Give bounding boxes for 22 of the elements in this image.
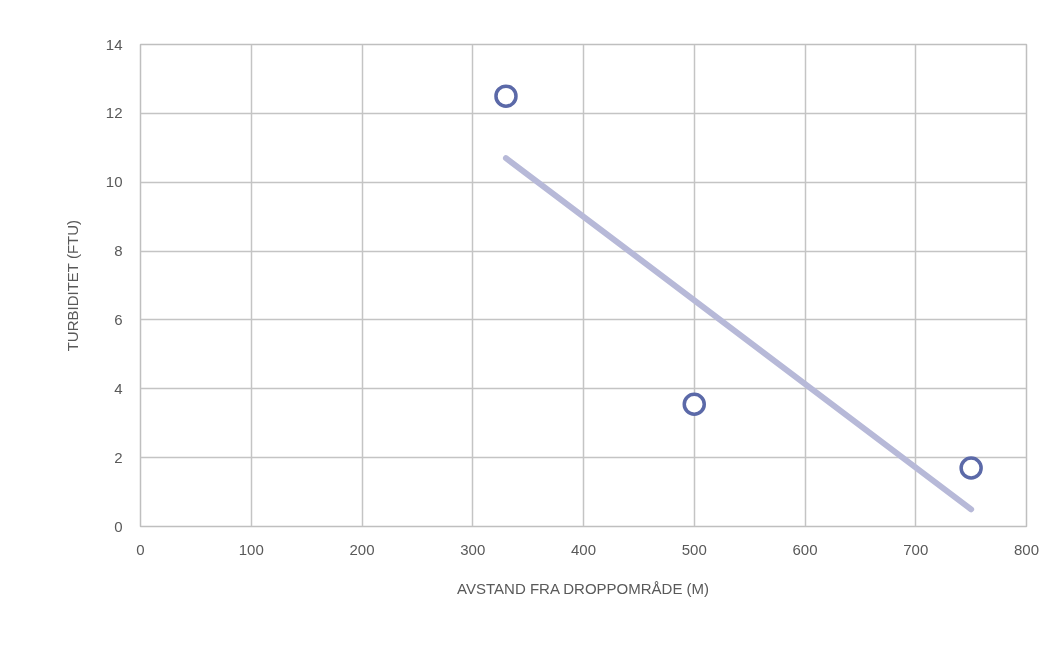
point	[682, 392, 706, 417]
x-tick-label: 600	[792, 540, 818, 558]
x-tick-label: 500	[681, 540, 707, 558]
y-tick-label: 10	[105, 173, 123, 191]
y-tick-label: 8	[114, 242, 123, 260]
y-tick-label: 12	[105, 104, 123, 122]
x-tick-label: 300	[460, 540, 486, 558]
y-tick-label: 14	[105, 35, 123, 53]
y-tick-label: 2	[114, 448, 123, 466]
y-tick-label: 0	[114, 517, 123, 535]
x-tick-label: 400	[570, 540, 597, 558]
y-axis-title: TURBIDITET (FTU)	[63, 219, 81, 352]
point	[494, 84, 518, 108]
x-tick-label: 0	[136, 540, 145, 558]
y-tick-label: 4	[114, 379, 123, 397]
y-tick-label: 6	[114, 310, 123, 328]
x-tick-label: 700	[903, 540, 929, 558]
x-tick-label: 200	[349, 540, 375, 558]
x-tick-label: 800	[1013, 540, 1040, 558]
x-tick-label: 100	[238, 540, 264, 558]
point	[959, 456, 983, 480]
x-axis-title: AVSTAND FRA DROPPOMRÅDE (M)	[457, 579, 710, 597]
